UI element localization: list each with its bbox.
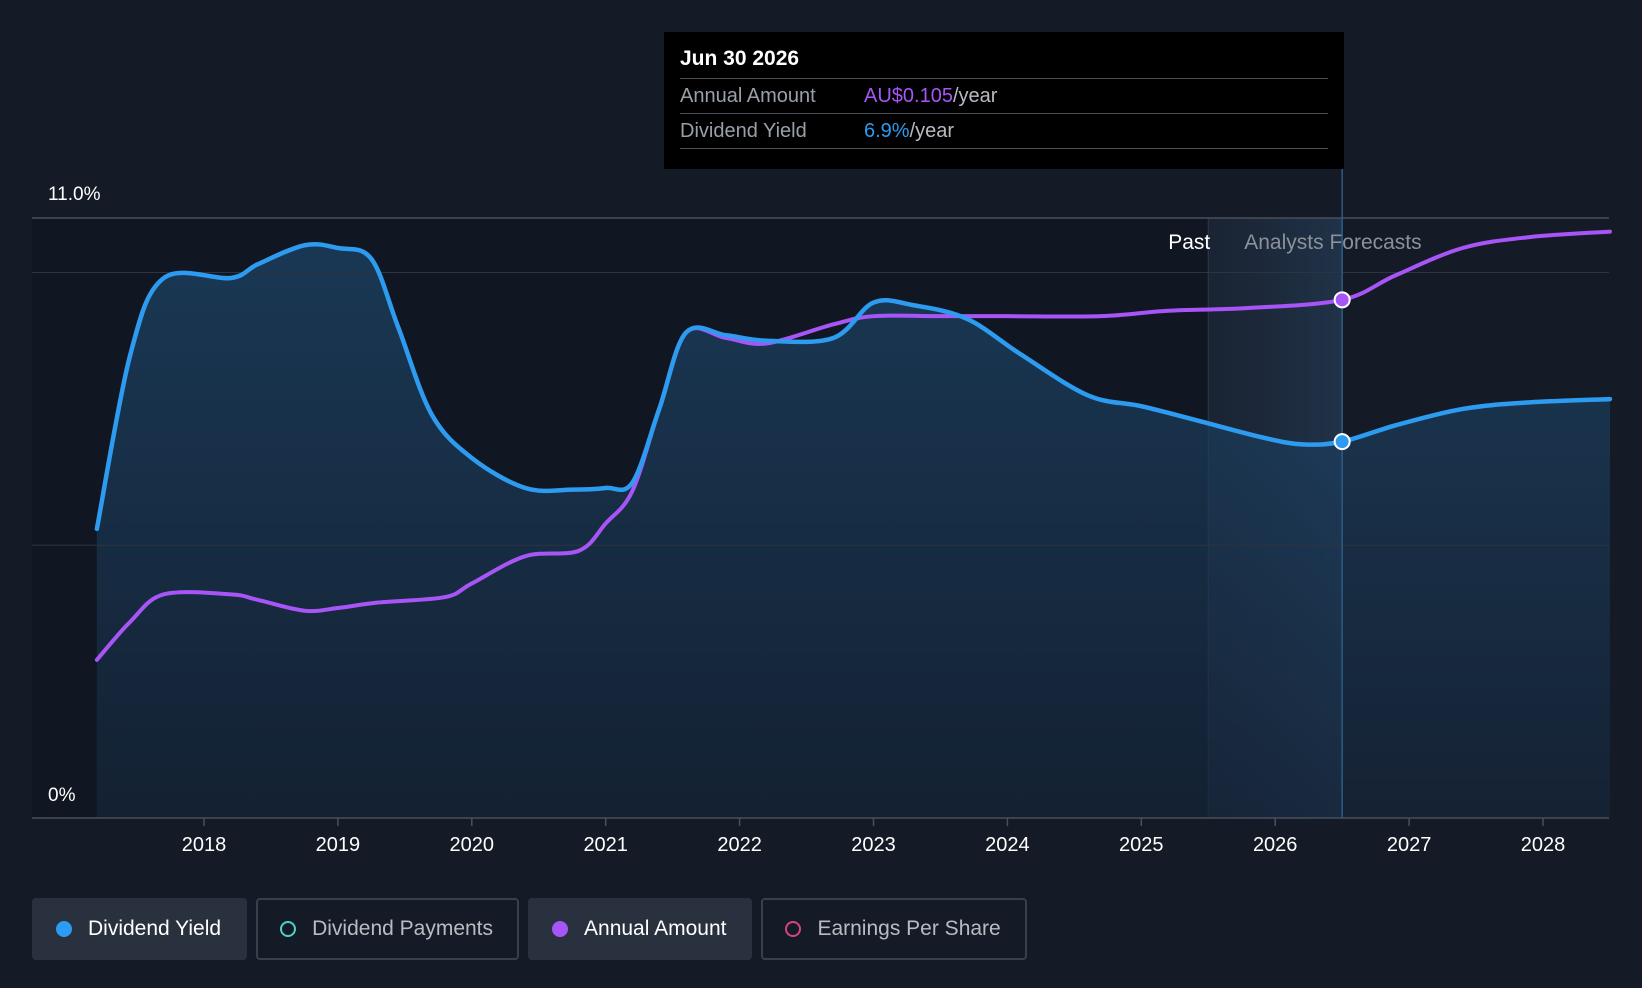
analysts-forecasts-label: Analysts Forecasts xyxy=(1244,231,1421,254)
dividend-yield-line xyxy=(94,241,1613,532)
tooltip-yield-value: 6.9% xyxy=(864,120,910,142)
legend-dividend-yield-button[interactable]: Dividend Yield xyxy=(32,898,248,960)
x-tick-label: 2022 xyxy=(717,834,762,856)
y-axis-min-label: 0% xyxy=(48,785,76,806)
x-tick-label: 2027 xyxy=(1387,834,1432,856)
dividend-payments-ring-icon xyxy=(280,921,297,937)
x-tick-label: 2023 xyxy=(851,834,896,856)
dividend-yield-hover-marker xyxy=(1333,433,1351,451)
legend-annual-amount-button[interactable]: Annual Amount xyxy=(528,898,753,960)
legend-annual-amount-label: Annual Amount xyxy=(584,917,727,940)
legend-dividend-payments-label: Dividend Payments xyxy=(312,917,494,940)
dividend-yield-dot-icon xyxy=(56,921,72,937)
x-tick-label: 2020 xyxy=(450,834,495,856)
legend: Dividend Yield Dividend Payments Annual … xyxy=(32,898,1027,960)
tooltip-yield-row: Dividend Yield 6.9% /year xyxy=(680,114,1328,149)
tooltip: Jun 30 2026 Annual Amount AU$0.105 /year… xyxy=(664,32,1344,169)
tooltip-annual-unit: /year xyxy=(952,85,998,107)
annual-amount-hover-marker xyxy=(1333,291,1351,309)
past-label: Past xyxy=(1168,231,1210,254)
annual-amount-dot-icon xyxy=(552,921,569,937)
x-tick-label: 2021 xyxy=(583,834,628,856)
x-tick-label: 2028 xyxy=(1521,834,1566,856)
y-axis-max-label: 11.0% xyxy=(48,184,101,205)
legend-earnings-per-share-label: Earnings Per Share xyxy=(817,917,1001,940)
legend-dividend-yield-label: Dividend Yield xyxy=(88,917,222,940)
legend-dividend-payments-button[interactable]: Dividend Payments xyxy=(256,898,520,960)
x-tick-label: 2024 xyxy=(985,834,1030,856)
tooltip-annual-row: Annual Amount AU$0.105 /year xyxy=(680,79,1328,114)
tooltip-yield-label: Dividend Yield xyxy=(680,120,807,142)
legend-earnings-per-share-button[interactable]: Earnings Per Share xyxy=(761,898,1027,960)
tooltip-yield-unit: /year xyxy=(909,120,955,142)
x-tick-label: 2018 xyxy=(182,834,227,856)
x-tick-label: 2025 xyxy=(1119,834,1164,856)
x-tick-label: 2019 xyxy=(316,834,361,856)
dividend-yield-area xyxy=(96,244,1610,818)
x-tick-label: 2026 xyxy=(1253,834,1298,856)
tooltip-date: Jun 30 2026 xyxy=(680,44,1328,79)
tooltip-annual-label: Annual Amount xyxy=(680,85,816,107)
tooltip-annual-value: AU$0.105 xyxy=(864,85,953,107)
earnings-per-share-ring-icon xyxy=(785,921,802,937)
